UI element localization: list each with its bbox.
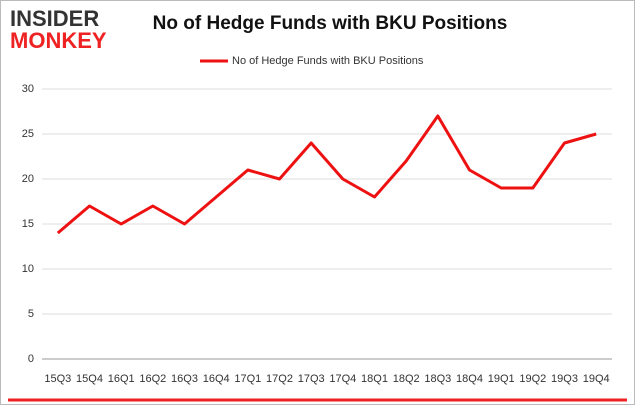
x-tick-label: 17Q2 (266, 373, 293, 385)
x-tick-label: 18Q4 (456, 373, 483, 385)
x-tick-label: 18Q3 (424, 373, 451, 385)
line-series (56, 114, 597, 235)
legend-label: No of Hedge Funds with BKU Positions (232, 55, 424, 67)
x-tick-label: 16Q2 (139, 373, 166, 385)
x-tick-label: 15Q3 (44, 373, 71, 385)
x-tick-label: 15Q4 (76, 373, 103, 385)
y-tick-label: 25 (22, 128, 34, 140)
y-tick-label: 5 (28, 308, 34, 320)
x-tick-label: 19Q1 (488, 373, 515, 385)
x-tick-label: 17Q4 (329, 373, 356, 385)
x-tick-label: 19Q2 (519, 373, 546, 385)
y-tick-label: 15 (22, 218, 34, 230)
x-tick-label: 19Q3 (551, 373, 578, 385)
x-tick-label: 16Q4 (203, 373, 230, 385)
chart-title: No of Hedge Funds with BKU Positions (153, 13, 508, 34)
x-tick-label: 18Q2 (393, 373, 420, 385)
x-tick-label: 18Q1 (361, 373, 388, 385)
x-tick-label: 17Q3 (298, 373, 325, 385)
x-tick-label: 16Q3 (171, 373, 198, 385)
x-tick-label: 17Q1 (234, 373, 261, 385)
x-tick-label: 16Q1 (108, 373, 135, 385)
y-tick-label: 30 (22, 83, 34, 95)
logo-line2: MONKEY (10, 28, 107, 53)
x-tick-label: 19Q4 (583, 373, 610, 385)
y-tick-label: 20 (22, 173, 34, 185)
logo-line1: INSIDER (10, 6, 99, 31)
y-tick-label: 10 (22, 263, 34, 275)
y-tick-label: 0 (28, 353, 34, 365)
